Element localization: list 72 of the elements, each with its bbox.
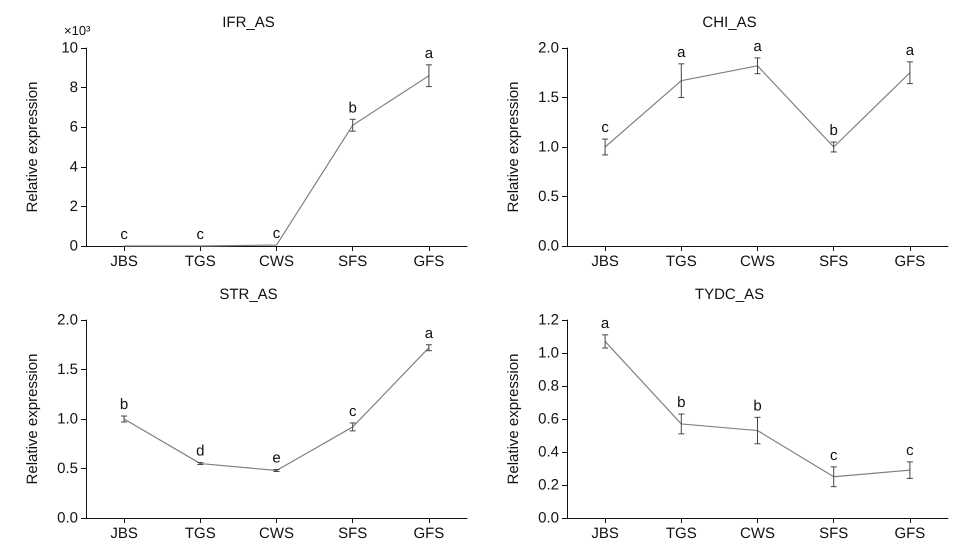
y-tick-label: 1.2 — [538, 312, 559, 328]
data-label: a — [424, 324, 434, 342]
y-tick-label: 0.0 — [57, 510, 78, 526]
y-axis-title: Relative expression — [505, 82, 522, 212]
x-tick-label: GFS — [413, 525, 444, 542]
data-label: a — [424, 44, 434, 62]
data-label: a — [753, 38, 762, 55]
x-tick-label: JBS — [110, 525, 138, 542]
x-tick-label: SFS — [338, 525, 368, 542]
x-tick-label: SFS — [819, 525, 848, 542]
chart-title: TYDC_AS — [694, 286, 764, 303]
data-label: b — [348, 99, 357, 116]
x-tick-label: JBS — [591, 253, 619, 270]
chart-title: CHI_AS — [702, 14, 757, 31]
y-tick-label: 2 — [70, 198, 78, 215]
x-tick-label: SFS — [338, 253, 368, 270]
y-tick-label: 0.5 — [57, 460, 78, 477]
y-tick-label: 1.0 — [538, 138, 559, 156]
data-label: c — [272, 225, 281, 242]
chart-title: IFR_AS — [222, 14, 275, 31]
data-label: b — [830, 122, 838, 140]
x-tick-label: JBS — [110, 253, 138, 270]
y-axis-title: Relative expression — [24, 82, 41, 212]
data-label: b — [677, 394, 686, 412]
x-tick-label: GFS — [413, 253, 444, 270]
x-tick-label: GFS — [894, 253, 926, 270]
data-label: c — [830, 446, 838, 464]
x-tick-label: GFS — [894, 525, 926, 542]
x-tick-label: CWS — [259, 525, 294, 542]
y-tick-label: 10 — [61, 40, 78, 56]
data-label: d — [196, 442, 204, 460]
data-label: c — [906, 442, 914, 459]
x-tick-label: SFS — [819, 253, 848, 270]
data-label: c — [120, 226, 128, 243]
y-tick-label: 0.5 — [538, 188, 559, 205]
x-tick-label: JBS — [591, 525, 619, 542]
y-tick-label: 1.5 — [57, 361, 78, 378]
x-tick-label: TGS — [666, 253, 697, 270]
x-tick-label: CWS — [740, 253, 775, 270]
y-tick-label: 2.0 — [538, 40, 559, 56]
y-tick-label: 1.5 — [538, 89, 559, 106]
data-label: a — [677, 44, 686, 61]
data-label: a — [600, 314, 610, 332]
x-tick-label: CWS — [259, 253, 294, 270]
y-axis-title: Relative expression — [505, 354, 522, 484]
y-tick-label: 0.0 — [538, 238, 559, 254]
y-tick-label: 0.2 — [538, 476, 559, 494]
text: ×10³ — [64, 23, 92, 38]
y-tick-label: 8 — [70, 79, 78, 96]
data-label: a — [906, 42, 915, 59]
y-tick-label: 6 — [70, 118, 78, 136]
x-tick-label: TGS — [184, 525, 216, 542]
x-tick-label: CWS — [740, 525, 775, 542]
y-tick-label: 0.8 — [538, 378, 559, 394]
chart-title: STR_AS — [219, 286, 278, 303]
data-label: e — [272, 449, 281, 466]
y-tick-label: 0.4 — [538, 444, 559, 460]
y-tick-label: 2.0 — [57, 312, 78, 328]
data-label: c — [348, 402, 357, 420]
data-label: c — [196, 226, 205, 243]
x-tick-label: TGS — [184, 253, 216, 270]
y-tick-label: 0 — [70, 238, 78, 254]
data-label: b — [120, 396, 128, 414]
x-tick-label: TGS — [666, 525, 697, 542]
data-label: c — [601, 119, 610, 136]
y-tick-label: 1.0 — [57, 410, 78, 428]
y-tick-label: 4 — [70, 158, 78, 176]
y-axis-title: Relative expression — [24, 354, 41, 484]
y-tick-label: 0.0 — [538, 510, 559, 526]
y-tick-label: 0.6 — [538, 410, 559, 428]
y-tick-label: 1.0 — [538, 344, 559, 362]
data-label: b — [753, 397, 762, 414]
